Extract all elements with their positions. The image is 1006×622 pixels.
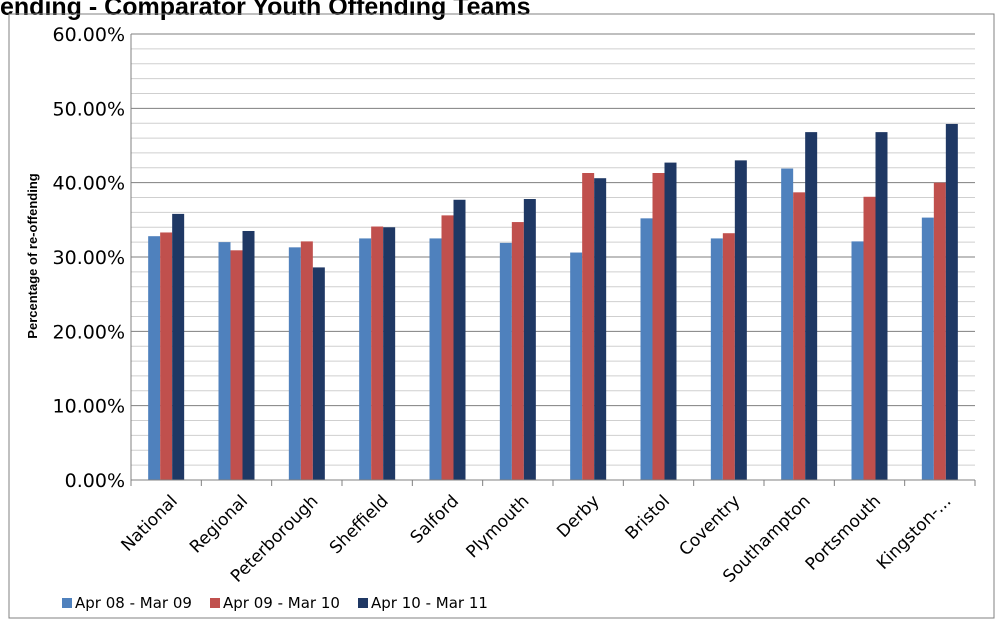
bar: [371, 226, 384, 480]
x-tick-label: Bristol: [622, 491, 674, 543]
legend-label: Apr 08 - Mar 09: [75, 594, 192, 612]
bar: [582, 173, 595, 480]
legend-swatch: [358, 598, 368, 608]
bar: [218, 242, 231, 480]
bar: [383, 227, 396, 480]
bar: [710, 238, 723, 480]
legend: Apr 08 - Mar 09 Apr 09 - Mar 10 Apr 10 - M…: [62, 594, 488, 612]
bar: [511, 222, 524, 480]
chart-border: [8, 13, 995, 619]
bar: [594, 178, 607, 480]
bar: [453, 199, 466, 480]
bar: [734, 160, 747, 480]
bar: [570, 252, 583, 480]
y-tick-label: 20.00%: [53, 321, 125, 343]
y-tick-label: 50.00%: [53, 98, 125, 120]
legend-swatch: [210, 598, 220, 608]
bar: [793, 192, 806, 480]
bar: [312, 267, 325, 480]
bar: [664, 162, 677, 480]
bar: [875, 132, 888, 480]
x-tick-label: Kingston-...: [873, 491, 955, 573]
bar: [781, 168, 794, 480]
gridlines: [131, 33, 975, 481]
bar: [242, 230, 255, 480]
bar: [230, 250, 243, 480]
x-tick-label: Sheffield: [326, 491, 393, 558]
legend-label: Apr 10 - Mar 11: [371, 594, 488, 612]
bar: [429, 238, 442, 480]
bar: [160, 232, 173, 480]
y-axis-label: Percentage of re-offending: [25, 173, 40, 338]
bar: [945, 123, 958, 481]
y-tick-label: 40.00%: [53, 173, 125, 195]
bar: [523, 199, 536, 480]
bar: [805, 132, 818, 480]
bar: [172, 213, 185, 481]
x-tick-label: Derby: [553, 491, 603, 541]
chart-title: ending - Comparator Youth Offending Team…: [0, 0, 531, 21]
bar: [441, 215, 454, 480]
y-tick-label: 0.00%: [65, 470, 125, 492]
bar: [148, 236, 161, 480]
x-tick-label: Salford: [407, 491, 463, 547]
y-tick-label: 30.00%: [53, 247, 125, 269]
x-tick-label: Plymouth: [463, 491, 534, 562]
bar: [300, 241, 313, 480]
bar: [359, 238, 372, 480]
x-tick-label: Regional: [186, 491, 252, 557]
bar: [722, 233, 735, 480]
bars: [148, 123, 958, 481]
bar: [851, 241, 864, 480]
x-tick-label: Coventry: [676, 491, 745, 560]
bar: [921, 217, 934, 480]
bar: [933, 182, 946, 480]
y-axis-ticks: 0.00% 10.00% 20.00% 30.00% 40.00% 50.00% 60.00…: [53, 24, 125, 492]
legend-label: Apr 09 - Mar 10: [223, 594, 340, 612]
bar: [863, 196, 876, 481]
x-tick-label: National: [117, 491, 181, 555]
bar: [288, 247, 301, 480]
legend-swatch: [62, 598, 72, 608]
y-tick-label: 10.00%: [53, 396, 125, 418]
bar: [499, 242, 512, 480]
axes: [130, 34, 976, 486]
bar: [652, 173, 665, 480]
x-tick-label: Portsmouth: [802, 491, 885, 574]
bar: [640, 218, 653, 480]
y-tick-label: 60.00%: [53, 24, 125, 46]
